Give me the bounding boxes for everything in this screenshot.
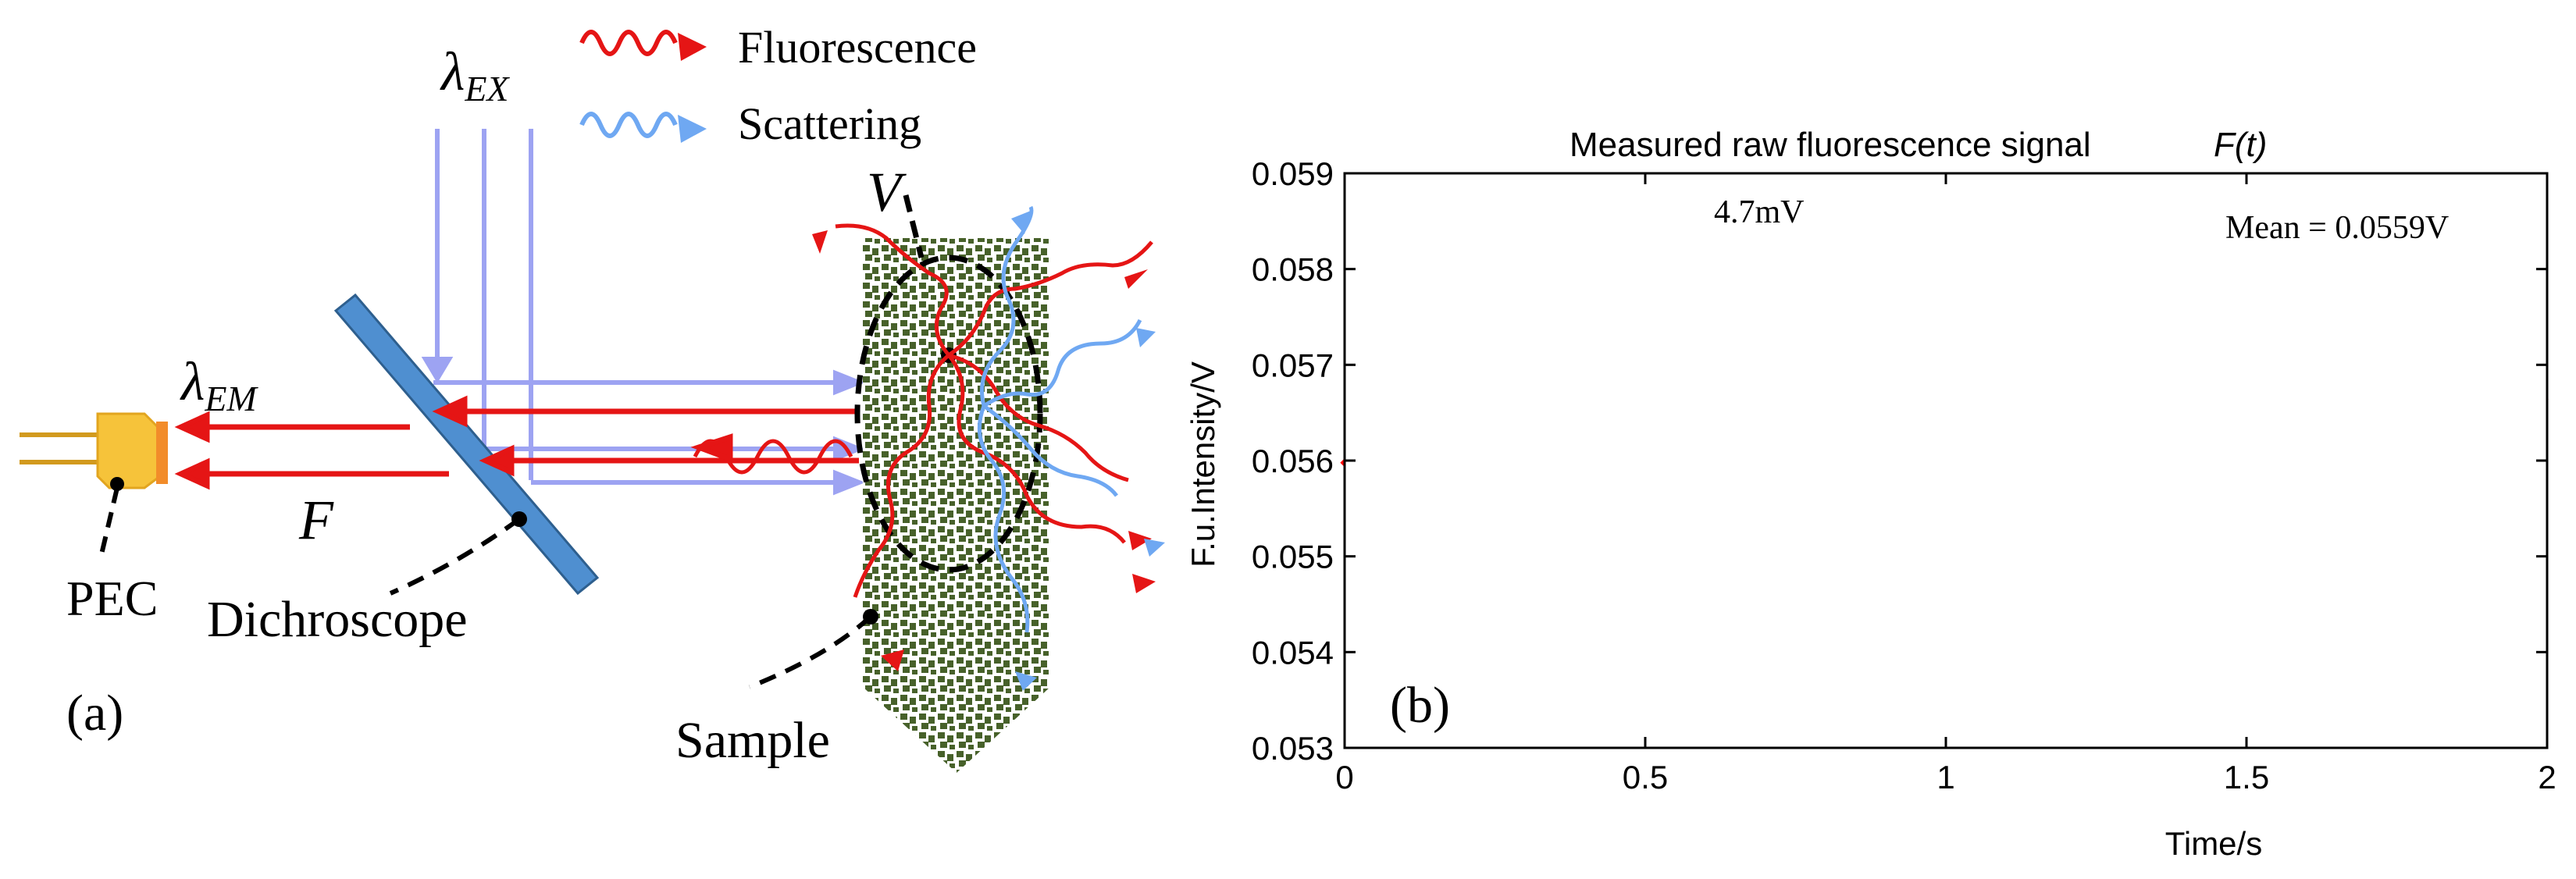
excitation-beams [421, 129, 866, 496]
pec-detector [20, 412, 168, 555]
y-axis-label: F.u.Intensity/V [1185, 361, 1221, 568]
axis-layer: 0 0.5 1 1.5 2 0.053 0.054 0.055 0.056 0.057 0.058 0… [1252, 155, 2556, 795]
dichroscope-mirror [333, 293, 600, 596]
panel-b-label: (b) [1390, 677, 1450, 734]
x-tick-label: 1 [1936, 759, 1954, 795]
lambda-ex-label: λEX [440, 42, 510, 109]
panel-b-chart: Measured raw fluorescence signal F(t) Ti… [1185, 126, 2556, 862]
scattering-squiggle-heads [1011, 211, 1165, 691]
legend-scattering-label: Scattering [738, 98, 921, 149]
legend-fluorescence-wave [579, 30, 678, 56]
plot-frame [1343, 172, 2549, 749]
panel-a-label: (a) [66, 685, 123, 742]
panel-a: λEX Fluorescence Scattering [20, 22, 1165, 773]
dichroscope-label: Dichroscope [207, 591, 468, 648]
mean-annotation: Mean = 0.0559V [2225, 210, 2449, 246]
chart-title-symbol: F(t) [2214, 126, 2267, 164]
x-tick-label: 0 [1335, 759, 1353, 795]
x-tick-label: 1.5 [2224, 759, 2269, 795]
lambda-em-label: λEM [180, 352, 258, 418]
chart-title: Measured raw fluorescence signal [1569, 126, 2091, 164]
sample-column [863, 238, 1050, 773]
sample-label: Sample [675, 712, 830, 769]
legend-fluorescence-label: Fluorescence [738, 22, 977, 73]
y-tick-label: 0.058 [1252, 251, 1334, 288]
y-tick-label: 0.056 [1252, 443, 1334, 479]
dichroscope-pointer-line [389, 517, 521, 596]
legend: Fluorescence Scattering [579, 22, 977, 149]
y-tick-label: 0.055 [1252, 539, 1334, 575]
fluorescence-squiggle-heads [812, 230, 1156, 671]
f-label: F [298, 489, 334, 551]
scattering-squiggles [977, 205, 1142, 633]
y-tick-label: 0.054 [1252, 634, 1334, 671]
y-tick-label: 0.059 [1252, 155, 1334, 192]
legend-scattering-wave [579, 112, 678, 138]
pec-label: PEC [66, 571, 158, 626]
y-tick-label: 0.053 [1252, 730, 1334, 767]
fluorescence-rays [174, 395, 859, 490]
v-label: V [867, 161, 907, 223]
x-tick-label: 2 [2538, 759, 2556, 795]
range-annotation: 4.7mV [1714, 194, 1805, 230]
sample-pointer-line [748, 614, 873, 689]
y-tick-label: 0.057 [1252, 347, 1334, 383]
x-tick-label: 0.5 [1623, 759, 1668, 795]
x-axis-label: Time/s [2165, 825, 2262, 862]
